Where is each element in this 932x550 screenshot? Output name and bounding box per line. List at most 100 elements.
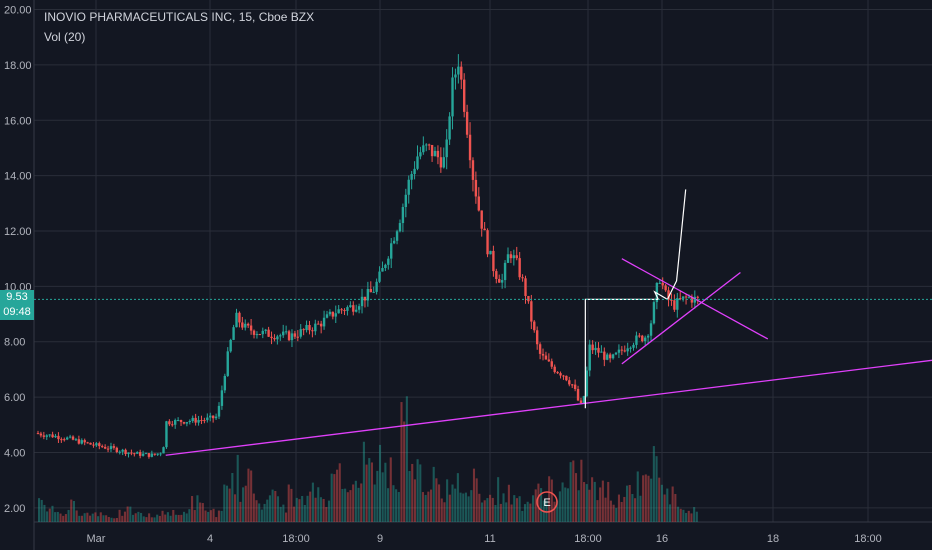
- candle-body: [214, 416, 218, 419]
- candle-body: [83, 440, 86, 443]
- volume-bar: [419, 464, 422, 522]
- volume-bar: [615, 508, 618, 522]
- candle-body: [407, 179, 410, 195]
- candle-body: [249, 325, 253, 331]
- candle-body: [500, 280, 504, 283]
- volume-bar: [679, 508, 682, 522]
- candle-body: [42, 435, 46, 437]
- candle-body: [588, 344, 591, 371]
- volume-bar: [636, 471, 639, 522]
- candle-body: [360, 296, 364, 307]
- x-tick-label: 18: [767, 533, 779, 545]
- candle-body: [398, 223, 402, 232]
- volume-bar: [558, 491, 561, 522]
- volume-bar: [207, 511, 210, 522]
- candle-body: [36, 433, 40, 435]
- candle-body: [576, 389, 580, 401]
- candle-body: [273, 338, 276, 340]
- volume-bar: [464, 492, 467, 522]
- volume-bar: [225, 485, 229, 522]
- volume-bar: [456, 473, 459, 522]
- earnings-marker[interactable]: E: [536, 491, 558, 513]
- volume-indicator-label[interactable]: Vol (20): [44, 30, 86, 44]
- volume-bar: [303, 504, 306, 522]
- candle-body: [679, 298, 682, 300]
- candle-body: [617, 349, 621, 353]
- volume-bar: [322, 498, 325, 522]
- x-tick-label: 18:00: [282, 533, 310, 545]
- volume-bar: [317, 487, 320, 522]
- candle-body: [433, 150, 437, 157]
- volume-bar: [306, 495, 309, 522]
- volume-bar: [78, 515, 81, 522]
- volume-bar: [161, 510, 164, 522]
- volume-bar: [110, 517, 113, 522]
- candle-body: [357, 306, 361, 310]
- candle-body: [392, 240, 396, 244]
- y-tick-label: 18.00: [4, 60, 32, 72]
- candle-body: [229, 339, 232, 352]
- volume-bar: [612, 504, 615, 522]
- volume-bar: [599, 487, 602, 522]
- candle-body: [503, 262, 507, 281]
- candle-body: [425, 144, 428, 146]
- candle-body: [457, 66, 460, 75]
- volume-bar: [497, 477, 500, 522]
- candle-body: [614, 352, 618, 355]
- volume-bar: [596, 500, 599, 522]
- candle-body: [130, 452, 133, 454]
- candle-body: [468, 134, 472, 161]
- volume-bar: [505, 502, 508, 522]
- candle-body: [646, 335, 650, 338]
- candle-body: [144, 453, 148, 455]
- candle-body: [629, 347, 632, 349]
- candle-body: [395, 231, 399, 241]
- volume-bar: [550, 479, 553, 522]
- x-tick-label: 4: [207, 533, 213, 545]
- volume-bar: [515, 498, 518, 522]
- candle-body: [553, 366, 556, 373]
- candle-body: [115, 447, 119, 453]
- candle-body: [60, 439, 63, 441]
- volume-bar: [395, 489, 398, 522]
- volume-bar: [199, 502, 202, 522]
- candle-body: [308, 324, 311, 331]
- volume-bar: [352, 484, 355, 522]
- candle-body: [515, 255, 518, 259]
- volume-bar: [537, 483, 540, 522]
- volume-bar: [499, 503, 502, 522]
- candle-body: [106, 448, 110, 450]
- volume-bar: [397, 492, 400, 522]
- candle-body: [80, 440, 83, 444]
- candle-body: [527, 295, 530, 302]
- candle-body: [141, 453, 145, 456]
- candle-body: [322, 317, 326, 327]
- candle-body: [168, 421, 171, 425]
- volume-bar: [427, 491, 430, 522]
- candle-body: [635, 335, 638, 345]
- volume-bar: [99, 512, 102, 522]
- volume-bar: [148, 513, 151, 522]
- volume-bar: [145, 517, 148, 522]
- candle-body: [194, 417, 197, 423]
- candle-body: [454, 74, 457, 78]
- symbol-title[interactable]: INOVIO PHARMACEUTICALS INC, 15, Cboe BZX: [44, 10, 315, 24]
- candle-body: [241, 322, 244, 328]
- last-price-badge: 9.53: [0, 290, 34, 306]
- y-tick-label: 12.00: [4, 226, 32, 238]
- volume-bar: [215, 517, 218, 522]
- grid-lines: [33, 0, 932, 550]
- volume-bar: [290, 488, 293, 522]
- volume-bar: [585, 484, 588, 522]
- volume-bar: [134, 513, 137, 522]
- candle-body: [524, 278, 527, 296]
- time-axis[interactable]: Mar 4 18:00 9 11 18:00 16 18 18:00: [87, 533, 882, 545]
- candle-body: [176, 420, 180, 422]
- candle-body: [363, 296, 367, 301]
- candle-body: [334, 313, 337, 317]
- candle-body: [220, 390, 224, 406]
- candle-body: [652, 302, 656, 324]
- candle-body: [293, 333, 297, 337]
- volume-bar: [693, 507, 696, 522]
